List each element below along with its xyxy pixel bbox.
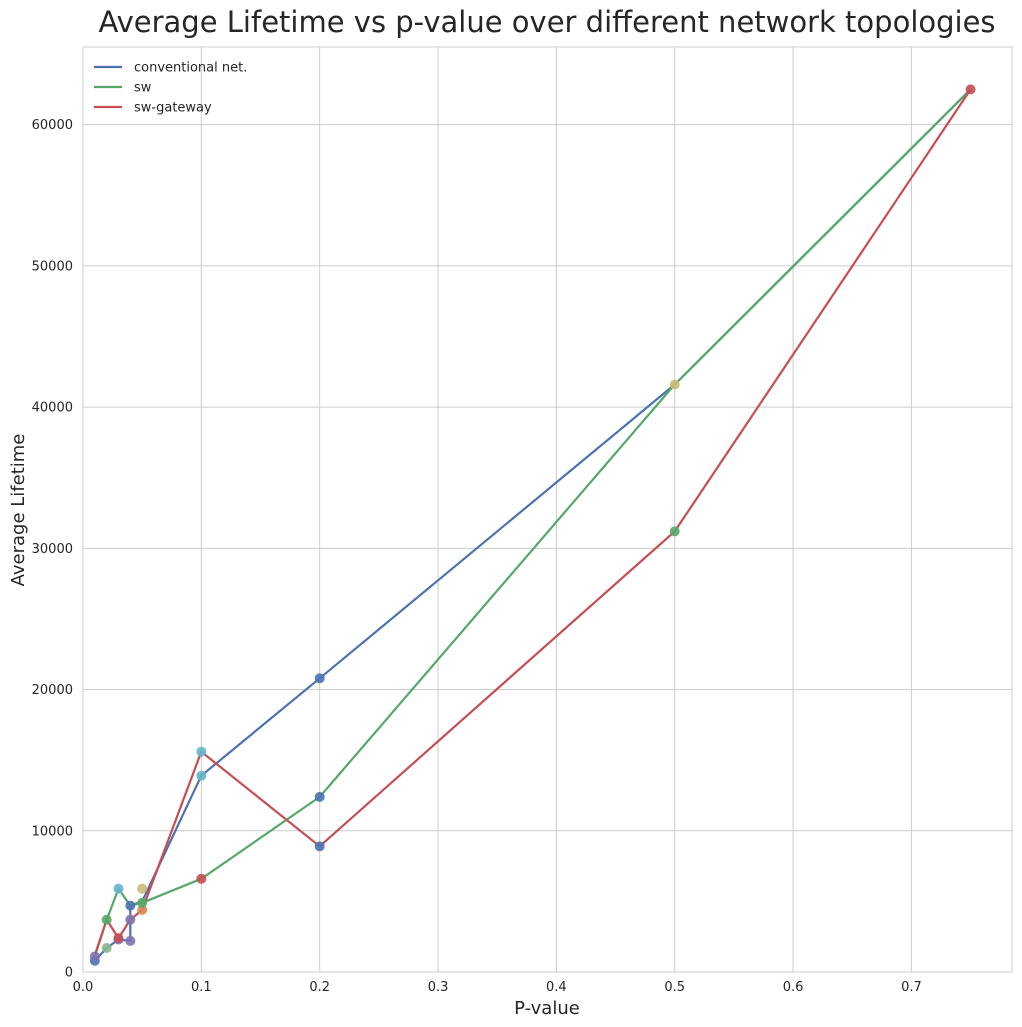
- data-point: [965, 84, 976, 95]
- data-point: [196, 770, 207, 781]
- grid-lines: [83, 47, 1012, 972]
- data-point: [101, 914, 112, 925]
- x-tick-label: 0.2: [309, 980, 330, 995]
- data-point: [89, 951, 100, 962]
- x-axis-ticks: 0.0 0.1 0.2 0.3 0.4 0.5 0.6 0.7: [73, 980, 922, 995]
- data-point: [669, 379, 680, 390]
- data-point: [137, 883, 148, 894]
- y-tick-label: 60000: [32, 118, 73, 133]
- data-point: [314, 841, 325, 852]
- x-axis-label: P-value: [514, 998, 580, 1019]
- data-point: [196, 873, 207, 884]
- x-tick-label: 0.0: [73, 980, 94, 995]
- data-point: [125, 935, 136, 946]
- legend-label: sw-gateway: [134, 101, 212, 116]
- x-tick-label: 0.4: [546, 980, 567, 995]
- data-markers: [89, 84, 976, 966]
- data-point: [669, 526, 680, 537]
- data-point: [314, 791, 325, 802]
- y-axis-label: Average Lifetime: [8, 434, 29, 587]
- y-tick-label: 30000: [32, 542, 73, 557]
- y-tick-label: 20000: [32, 683, 73, 698]
- legend-label: sw: [134, 81, 152, 96]
- y-tick-label: 40000: [32, 401, 73, 416]
- plot-frame: [82, 46, 1013, 973]
- y-tick-label: 0: [65, 966, 73, 981]
- y-axis-ticks: 0 10000 20000 30000 40000 50000 60000: [32, 118, 73, 980]
- x-tick-label: 0.6: [783, 980, 804, 995]
- x-tick-label: 0.5: [664, 980, 685, 995]
- y-tick-label: 10000: [32, 824, 73, 839]
- x-tick-label: 0.1: [191, 980, 212, 995]
- data-point: [314, 673, 325, 684]
- data-point: [196, 746, 207, 757]
- legend-label: conventional net.: [134, 61, 247, 76]
- data-point: [101, 942, 112, 953]
- data-point: [125, 914, 136, 925]
- data-point: [125, 900, 136, 911]
- data-point: [113, 933, 124, 944]
- data-point: [137, 897, 148, 908]
- chart-title: Average Lifetime vs p-value over differe…: [98, 5, 995, 39]
- data-point: [137, 904, 148, 915]
- x-tick-label: 0.7: [901, 980, 922, 995]
- x-tick-label: 0.3: [428, 980, 449, 995]
- data-point: [113, 883, 124, 894]
- y-tick-label: 50000: [32, 259, 73, 274]
- legend: conventional net. sw sw-gateway: [94, 61, 247, 116]
